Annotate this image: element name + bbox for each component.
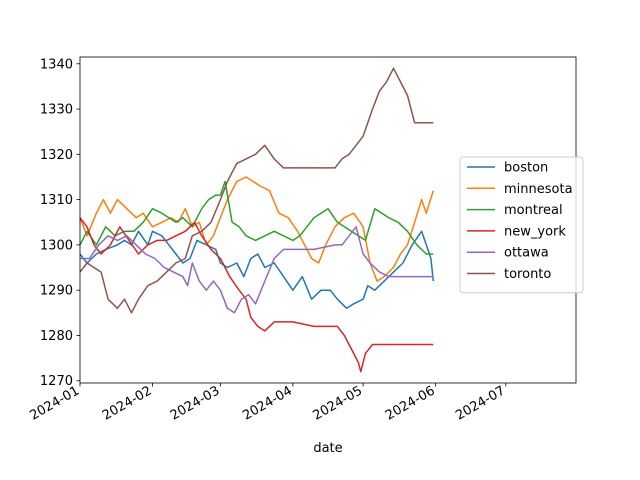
y-tick-label: 1330 [40, 103, 73, 118]
y-tick-label: 1280 [40, 329, 73, 344]
x-tick-label: 2024-01 [27, 383, 82, 423]
x-tick-label: 2024-05 [311, 383, 366, 423]
series-layer [79, 67, 435, 373]
legend-label-minnesota: minnesota [504, 182, 573, 197]
legend-label-boston: boston [504, 161, 548, 176]
legend-label-ottawa: ottawa [504, 246, 549, 261]
series-line-montreal [79, 180, 434, 255]
y-tick-label: 1290 [40, 284, 73, 299]
x-tick-label: 2024-03 [168, 383, 223, 423]
x-axis-label: date [313, 441, 342, 456]
y-tick-label: 1340 [40, 57, 73, 72]
series-line-ottawa [80, 226, 434, 314]
x-tick-label: 2024-07 [453, 383, 508, 423]
x-tick-label: 2024-06 [383, 383, 438, 423]
x-axis: 2024-01 2024-02 2024-03 2024-04 2024-05 2024-… [27, 383, 508, 424]
series-line-new_york [79, 217, 434, 373]
y-tick-label: 1270 [40, 374, 73, 389]
legend-label-new_york: new_york [504, 224, 566, 239]
legend-label-toronto: toronto [504, 267, 551, 282]
y-axis: 1270 1280 1290 1300 1310 1320 1330 1340 [40, 57, 80, 389]
legend-label-montreal: montreal [504, 203, 563, 218]
y-tick-label: 1320 [40, 148, 73, 163]
series-line-boston [79, 230, 435, 310]
x-tick-label: 2024-02 [100, 383, 155, 423]
series-line-minnesota [79, 176, 435, 282]
x-tick-label: 2024-04 [240, 383, 295, 423]
series-line-toronto [79, 67, 434, 314]
y-tick-label: 1300 [40, 238, 73, 253]
y-tick-label: 1310 [40, 193, 73, 208]
legend-box [459, 156, 584, 294]
